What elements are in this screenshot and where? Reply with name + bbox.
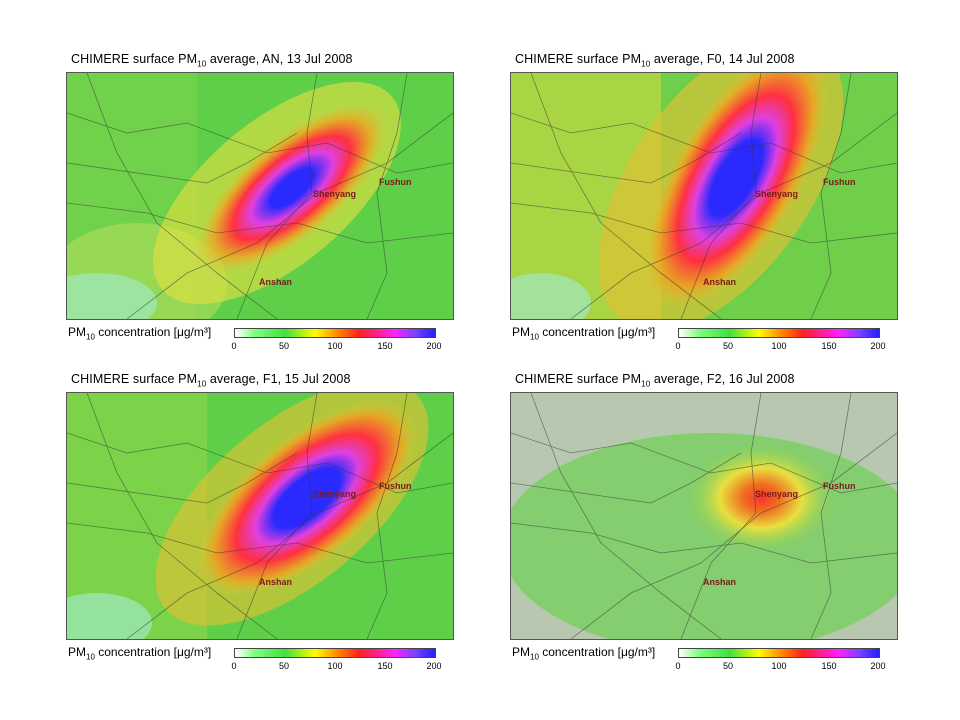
colorbar-tick: 0 — [231, 341, 237, 351]
colorbar-tick: 50 — [278, 341, 290, 351]
colorbar-tick: 50 — [278, 661, 290, 671]
colorbar-tick: 200 — [870, 661, 886, 671]
colorbar-tick: 200 — [426, 341, 442, 351]
svg-text:Anshan: Anshan — [703, 577, 736, 587]
map-panel-an: CHIMERE surface PM10 average, AN, 13 Jul… — [64, 52, 456, 352]
colorbar-tick: 150 — [821, 661, 837, 671]
pm10-map: Shenyang Fushun Anshan — [510, 392, 898, 640]
svg-text:Shenyang: Shenyang — [313, 489, 356, 499]
pm10-map: Shenyang Fushun Anshan — [66, 72, 454, 320]
panel-title: CHIMERE surface PM10 average, AN, 13 Jul… — [71, 52, 353, 69]
panel-title: CHIMERE surface PM10 average, F2, 16 Jul… — [515, 372, 795, 389]
svg-text:Shenyang: Shenyang — [313, 189, 356, 199]
colorbar-tick: 200 — [870, 341, 886, 351]
panel-title: CHIMERE surface PM10 average, F1, 15 Jul… — [71, 372, 351, 389]
colorbar-tick: 100 — [771, 341, 787, 351]
colorbar-tick: 50 — [722, 341, 734, 351]
svg-text:Anshan: Anshan — [259, 577, 292, 587]
svg-text:Shenyang: Shenyang — [755, 489, 798, 499]
colorbar-tick: 0 — [231, 661, 237, 671]
svg-text:Fushun: Fushun — [379, 177, 412, 187]
colorbar-tick: 100 — [327, 341, 343, 351]
map-panel-f1: CHIMERE surface PM10 average, F1, 15 Jul… — [64, 372, 456, 672]
colorbar — [678, 648, 880, 658]
colorbar-tick: 0 — [675, 341, 681, 351]
colorbar-tick: 150 — [821, 341, 837, 351]
colorbar — [678, 328, 880, 338]
svg-text:Fushun: Fushun — [823, 481, 856, 491]
map-panel-f2: CHIMERE surface PM10 average, F2, 16 Jul… — [508, 372, 900, 672]
colorbar-label: PM10 concentration [μg/m³] — [68, 645, 212, 662]
svg-text:Shenyang: Shenyang — [755, 189, 798, 199]
svg-text:Anshan: Anshan — [703, 277, 736, 287]
colorbar-label: PM10 concentration [μg/m³] — [512, 645, 656, 662]
map-panel-f0: CHIMERE surface PM10 average, F0, 14 Jul… — [508, 52, 900, 352]
colorbar — [234, 648, 436, 658]
svg-text:Fushun: Fushun — [379, 481, 412, 491]
pm10-map: Shenyang Fushun Anshan — [510, 72, 898, 320]
colorbar-tick: 50 — [722, 661, 734, 671]
colorbar-tick: 150 — [377, 341, 393, 351]
colorbar-tick: 100 — [771, 661, 787, 671]
colorbar-label: PM10 concentration [μg/m³] — [68, 325, 212, 342]
colorbar-tick: 100 — [327, 661, 343, 671]
colorbar-label: PM10 concentration [μg/m³] — [512, 325, 656, 342]
panel-title: CHIMERE surface PM10 average, F0, 14 Jul… — [515, 52, 795, 69]
svg-text:Anshan: Anshan — [259, 277, 292, 287]
colorbar — [234, 328, 436, 338]
svg-text:Fushun: Fushun — [823, 177, 856, 187]
colorbar-tick: 200 — [426, 661, 442, 671]
pm10-map: Shenyang Fushun Anshan — [66, 392, 454, 640]
colorbar-tick: 0 — [675, 661, 681, 671]
colorbar-tick: 150 — [377, 661, 393, 671]
